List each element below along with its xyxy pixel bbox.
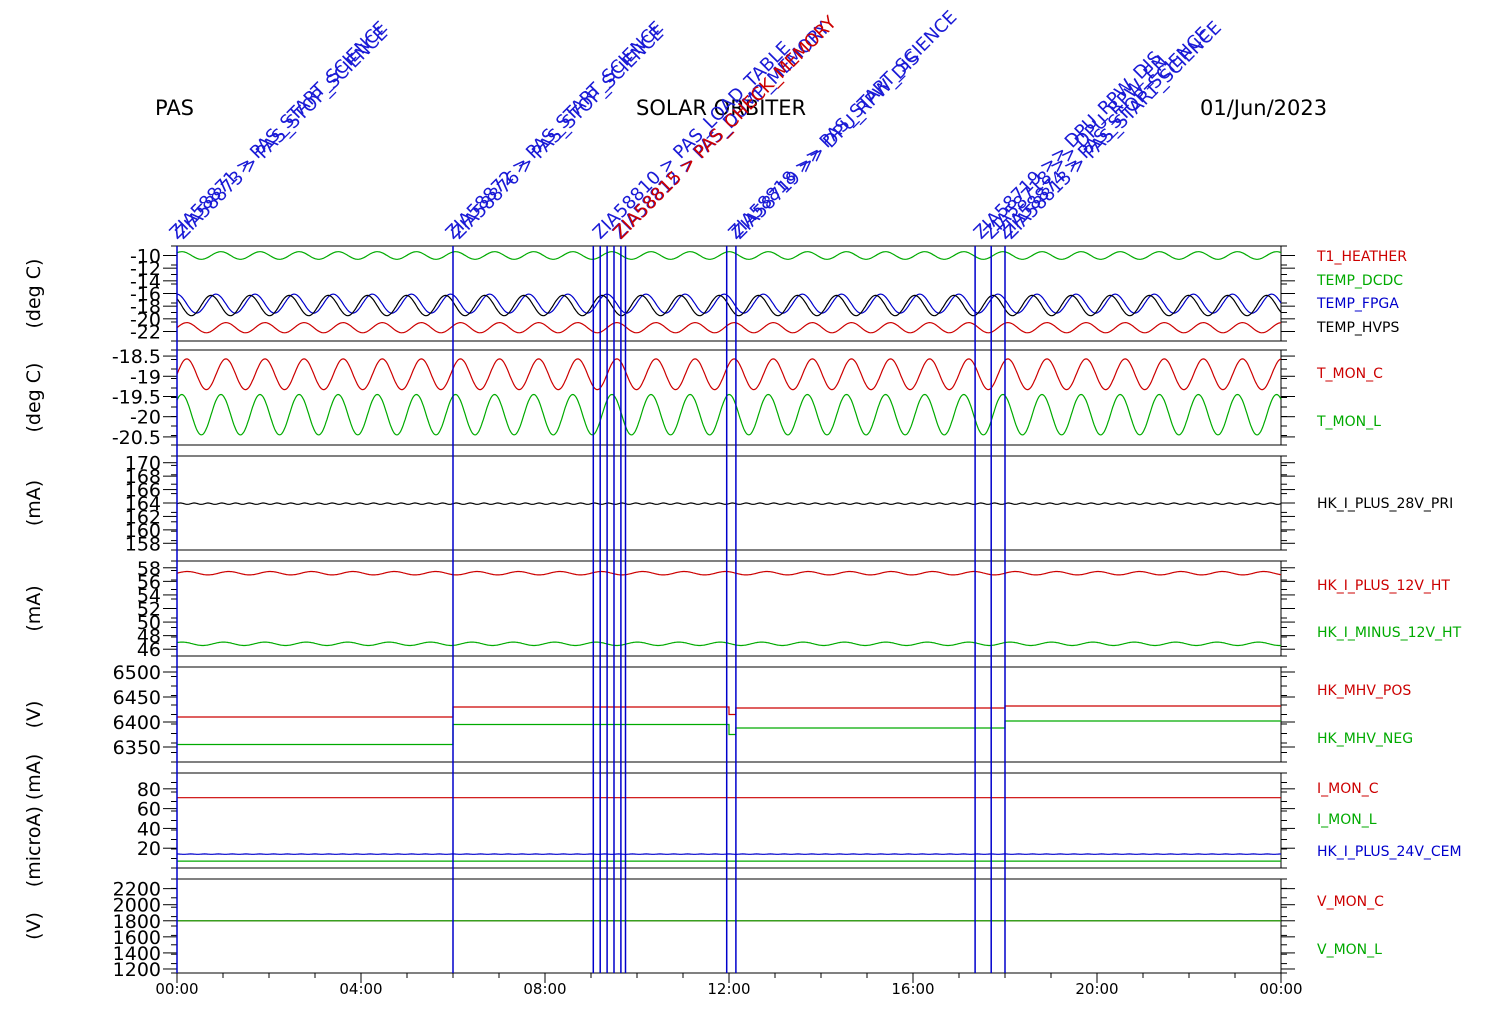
x-tick-label: 16:00 (891, 980, 934, 998)
series-line (176, 393, 1282, 436)
y-tick-label: -22 (130, 322, 161, 344)
series-label: T_MON_L (1316, 414, 1381, 430)
series-line (176, 293, 1282, 314)
y-tick-label: 50 (137, 612, 161, 634)
command-annotation: ZIA58874 > PAS_STOP_SCIENCE (994, 23, 1214, 243)
panel-frame (176, 455, 1282, 551)
series-label: HK_I_PLUS_12V_HT (1317, 578, 1450, 594)
y-tick-label: 52 (137, 599, 161, 621)
x-tick-label: 12:00 (707, 980, 750, 998)
y-tick-label: 2000 (113, 895, 161, 917)
series-label: HK_MHV_NEG (1317, 731, 1413, 747)
y-tick-label: 56 (137, 571, 161, 593)
y-tick-label: 54 (137, 585, 161, 607)
y-tick-label: -20.5 (112, 427, 161, 449)
y-tick-label: -18.5 (112, 346, 161, 368)
series-line (176, 502, 1282, 505)
y-axis-label: (mA) (23, 585, 45, 631)
series-line (176, 570, 1282, 576)
series-label: V_MON_C (1317, 894, 1384, 910)
series-label: T1_HEATHER (1316, 249, 1407, 265)
y-axis-label: (mA) (23, 480, 45, 526)
y-tick-label: 1800 (113, 911, 161, 933)
series-line (176, 251, 1282, 260)
header-left-label: PAS (155, 96, 195, 120)
y-axis-label: (V) (23, 912, 45, 940)
y-tick-label: -19 (130, 366, 161, 388)
y-tick-label: 46 (137, 639, 161, 661)
y-tick-label: 1400 (113, 943, 161, 965)
y-tick-label: 170 (125, 453, 161, 475)
y-tick-label: 40 (137, 818, 161, 840)
y-tick-label: 6400 (113, 712, 161, 734)
y-tick-label: -18 (130, 296, 161, 318)
command-annotation: ZIA58818 >> PAS_START_SCIENCE (725, 7, 962, 244)
y-tick-label: -16 (130, 284, 161, 306)
x-tick-label: 20:00 (1075, 980, 1118, 998)
series-line (177, 705, 1281, 718)
y-tick-label: 58 (137, 558, 161, 580)
y-tick-label: 80 (137, 779, 161, 801)
x-tick-label: 00:00 (1259, 980, 1302, 998)
x-tick-label: 08:00 (523, 980, 566, 998)
y-tick-label: -20 (130, 407, 161, 429)
series-label: I_MON_L (1317, 812, 1377, 828)
series-label: I_MON_C (1317, 781, 1379, 797)
y-axis-label: (V) (23, 701, 45, 729)
series-line (176, 294, 1282, 317)
y-tick-label: -20 (130, 309, 161, 331)
panel-frame (176, 878, 1282, 974)
y-tick-label: 1200 (113, 959, 161, 981)
x-tick-label: 00:00 (155, 980, 198, 998)
y-tick-label: 60 (137, 799, 161, 821)
series-line (176, 641, 1282, 647)
y-axis-label: (microA) (mA) (23, 754, 45, 887)
y-tick-label: 6450 (113, 687, 161, 709)
x-tick-label: 04:00 (339, 980, 382, 998)
y-tick-label: 48 (137, 626, 161, 648)
y-axis-label: (deg C) (23, 259, 45, 329)
y-tick-label: 1600 (113, 927, 161, 949)
series-label: HK_MHV_POS (1317, 683, 1411, 699)
series-label: HK_I_MINUS_12V_HT (1317, 625, 1462, 641)
header-center-label: SOLAR ORBITER (636, 96, 807, 120)
y-tick-label: 162 (125, 506, 161, 528)
series-label: TEMP_DCDC (1316, 273, 1403, 289)
y-tick-label: -10 (130, 246, 161, 268)
command-annotation: ZIA58873 > PAS_STOP_SCIENCE (172, 23, 392, 243)
series-label: TEMP_FPGA (1316, 296, 1399, 312)
series-label: T_MON_C (1316, 366, 1383, 382)
y-axis-label: (deg C) (23, 363, 45, 433)
y-tick-label: 6500 (113, 662, 161, 684)
y-tick-label: -12 (130, 258, 161, 280)
y-tick-label: -19.5 (112, 386, 161, 408)
y-tick-label: -14 (130, 271, 161, 293)
series-label: HK_I_PLUS_24V_CEM (1317, 844, 1462, 860)
y-tick-label: 6350 (113, 737, 161, 759)
series-label: HK_I_PLUS_28V_PRI (1317, 496, 1453, 512)
y-tick-label: 164 (125, 493, 161, 515)
series-label: V_MON_L (1317, 942, 1382, 958)
y-tick-label: 2200 (113, 879, 161, 901)
y-tick-label: 166 (125, 480, 161, 502)
series-label: TEMP_HVPS (1316, 320, 1399, 336)
header-date-label: 01/Jun/2023 (1200, 96, 1328, 120)
series-line (176, 321, 1282, 334)
series-line (177, 720, 1281, 746)
y-tick-label: 160 (125, 520, 161, 542)
series-line (176, 358, 1282, 391)
y-tick-label: 158 (125, 533, 161, 555)
y-tick-label: 20 (137, 838, 161, 860)
y-tick-label: 168 (125, 466, 161, 488)
